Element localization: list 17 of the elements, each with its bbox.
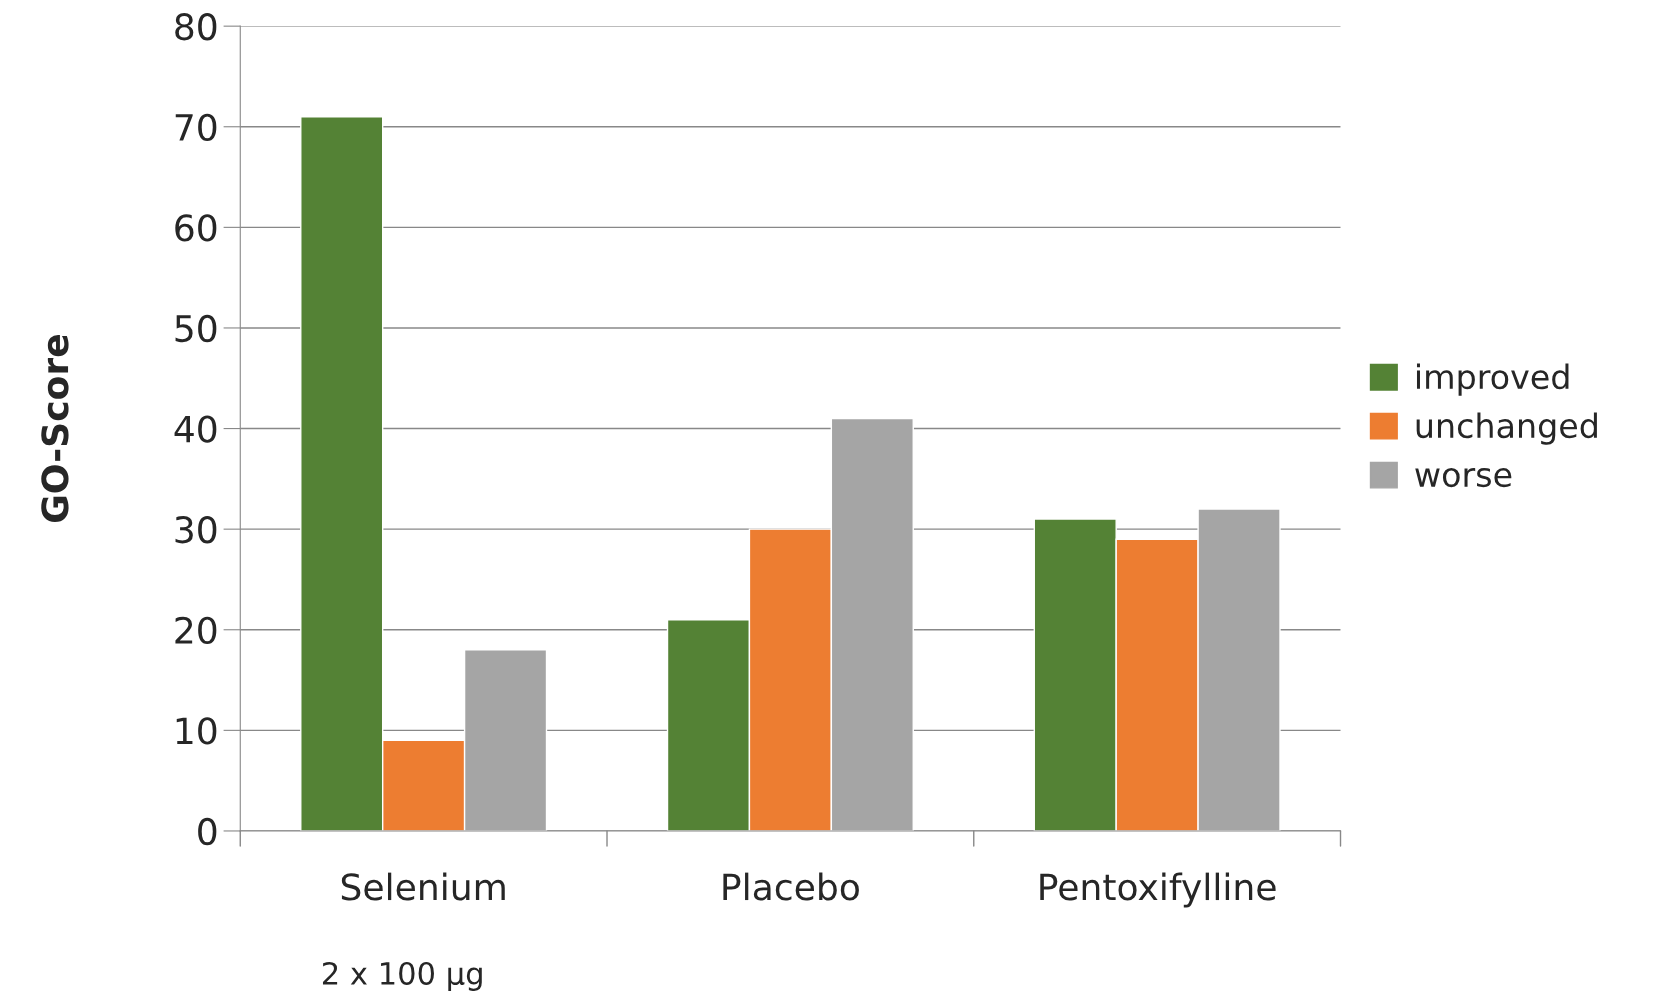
y-axis-title: GO-Score xyxy=(41,335,69,523)
x-tick-label: Selenium xyxy=(341,872,505,901)
y-tick-label: 50 xyxy=(175,314,217,343)
y-tick-label: 80 xyxy=(175,13,217,41)
y-tick-label: 60 xyxy=(175,214,217,242)
y-tick-label: 10 xyxy=(176,717,217,745)
x-tick-label: Pentoxifylline xyxy=(1040,872,1276,908)
text: 2 x 100 µg xyxy=(322,961,482,991)
y-tick-label: 70 xyxy=(175,113,217,141)
y-tick-label: 30 xyxy=(175,516,217,544)
y-tick-label: 0 xyxy=(198,817,217,846)
y-tick-label: 40 xyxy=(174,415,217,443)
legend-label: improved xyxy=(1416,363,1569,396)
legend-label: worse xyxy=(1415,468,1512,488)
x-tick-label: Placebo xyxy=(723,872,859,901)
y-tick-label: 20 xyxy=(175,616,217,644)
legend-label: unchanged xyxy=(1416,412,1597,445)
